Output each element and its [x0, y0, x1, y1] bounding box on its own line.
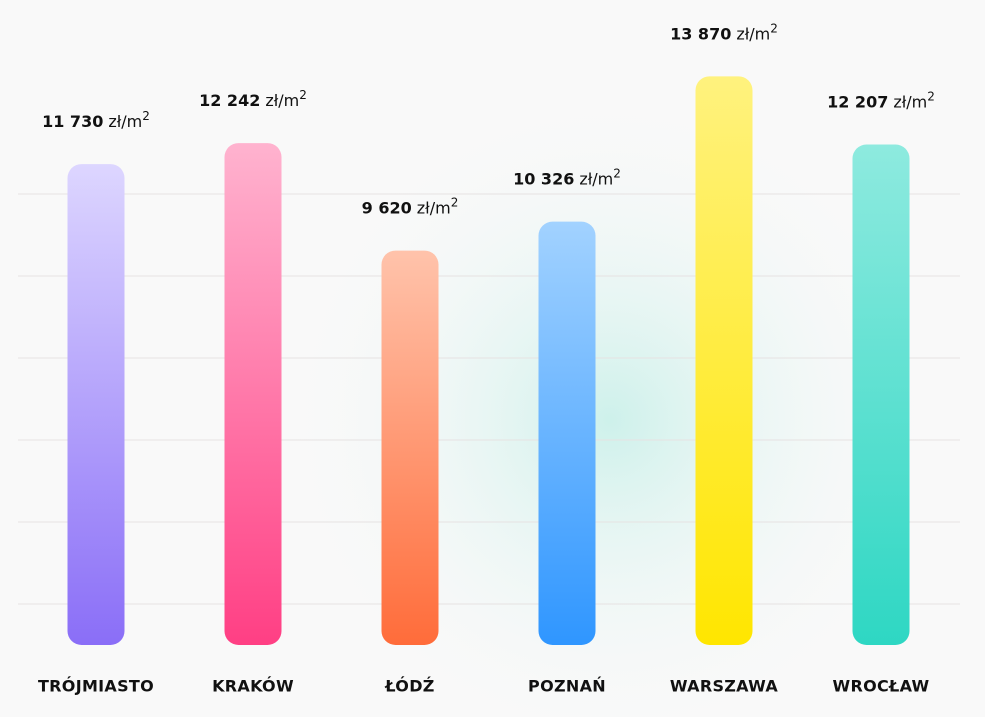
x-tick-label: KRAKÓW	[212, 677, 294, 696]
value-label: 13 870 zł/m2	[670, 21, 778, 43]
bar	[538, 221, 596, 645]
value-unit-exponent: 2	[613, 166, 621, 180]
value-label: 12 207 zł/m2	[827, 89, 935, 111]
value-label: 12 242 zł/m2	[199, 88, 307, 110]
x-tick-label: WARSZAWA	[670, 677, 778, 696]
value-unit-exponent: 2	[451, 195, 459, 209]
value-number: 12 207	[827, 92, 888, 111]
value-unit-exponent: 2	[770, 21, 778, 35]
x-tick-label: TRÓJMIASTO	[38, 677, 154, 696]
value-number: 12 242	[199, 91, 260, 110]
bar	[381, 250, 439, 645]
value-unit-exponent: 2	[927, 89, 935, 103]
value-number: 13 870	[670, 24, 731, 43]
bar	[695, 76, 753, 645]
value-label: 10 326 zł/m2	[513, 166, 621, 188]
value-unit: zł/m	[736, 24, 770, 43]
value-number: 11 730	[42, 112, 103, 131]
bar	[852, 144, 910, 645]
value-unit: zł/m	[417, 198, 451, 217]
value-number: 10 326	[513, 169, 574, 188]
value-unit: zł/m	[893, 92, 927, 111]
bar	[67, 164, 125, 645]
value-unit-exponent: 2	[299, 88, 307, 102]
value-unit: zł/m	[579, 169, 613, 188]
value-number: 9 620	[362, 198, 412, 217]
value-unit-exponent: 2	[142, 109, 150, 123]
x-tick-label: POZNAŃ	[528, 677, 606, 696]
value-label: 9 620 zł/m2	[362, 195, 459, 217]
bar	[224, 143, 282, 645]
value-unit: zł/m	[265, 91, 299, 110]
value-unit: zł/m	[108, 112, 142, 131]
value-label: 11 730 zł/m2	[42, 109, 150, 131]
x-tick-label: ŁÓDŹ	[384, 677, 434, 696]
x-tick-label: WROCŁAW	[833, 677, 930, 696]
